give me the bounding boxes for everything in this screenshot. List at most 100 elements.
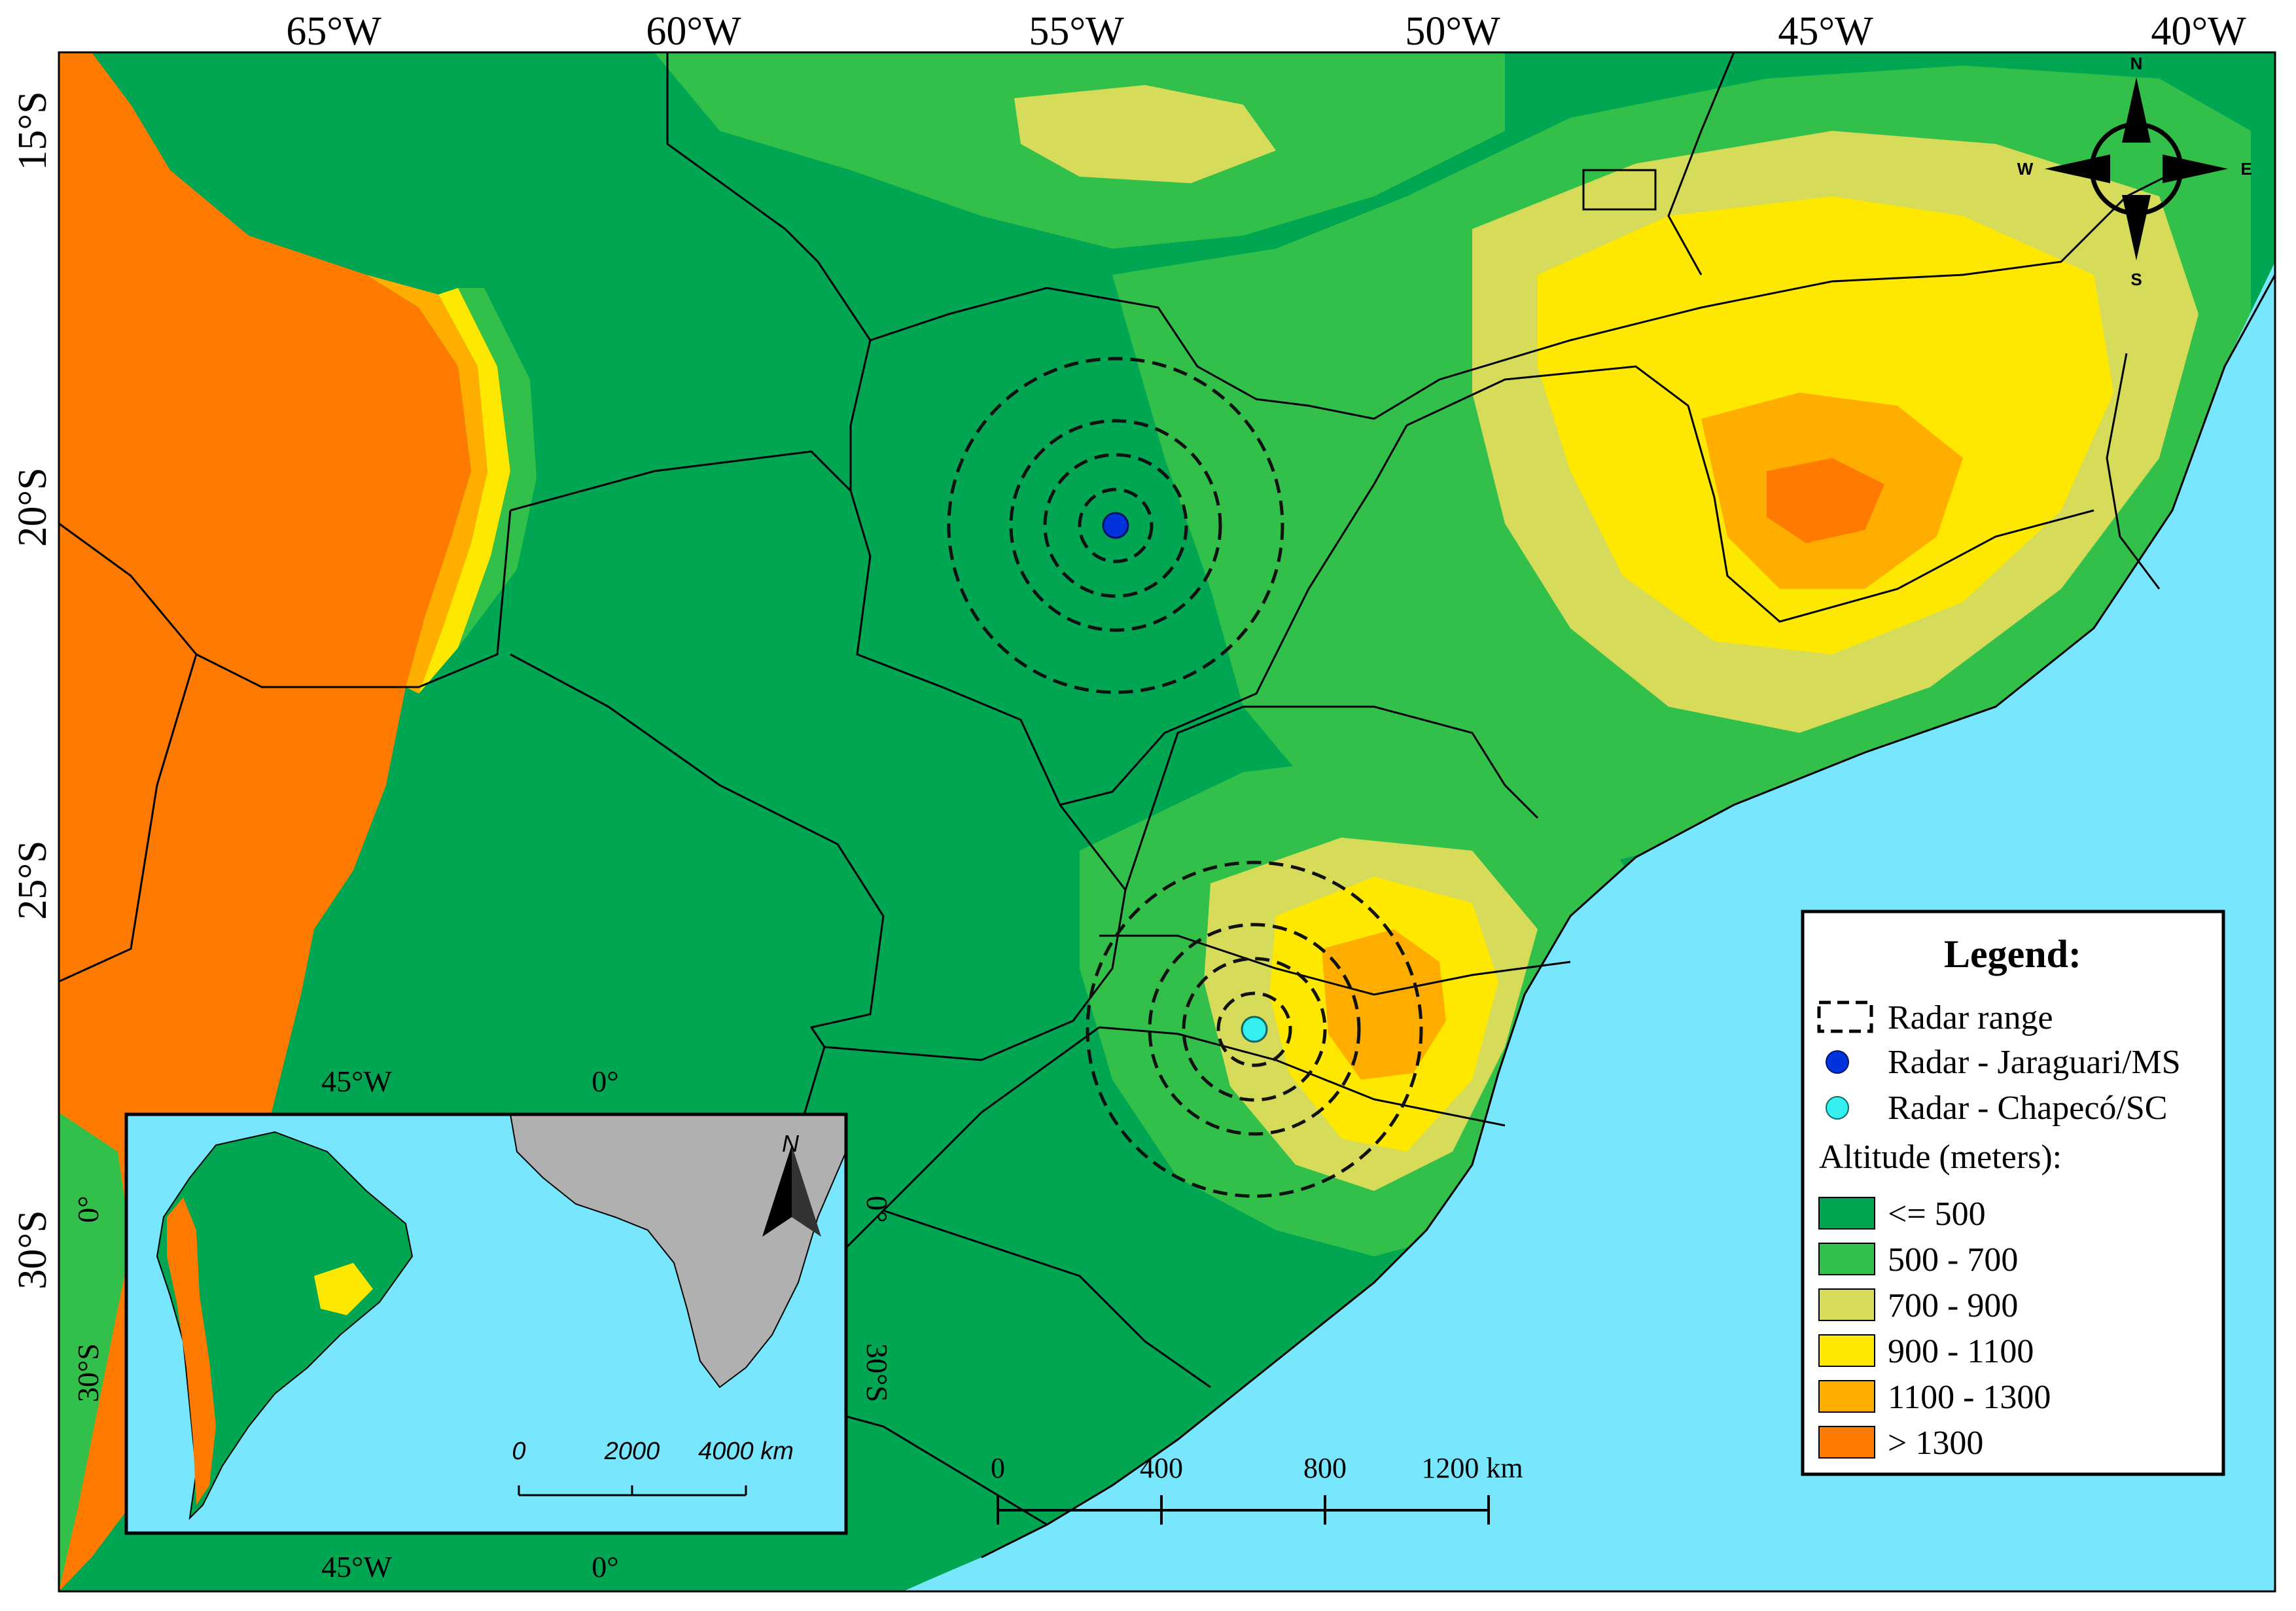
compass-n: N [2130,54,2143,73]
scale-label: 400 [1140,1452,1183,1484]
border-goias [1373,162,2193,420]
compass-arrow-north [2122,77,2151,143]
brazil-peak [1767,458,1884,543]
coastline [981,274,2276,1559]
inset-lon-label: 0° [592,1065,618,1098]
legend-swatch-1100-1300 [1818,1380,1875,1413]
scale-label: 800 [1303,1452,1347,1484]
inset-lon-label: 45°W [321,1550,392,1584]
range-ring [1148,923,1361,1136]
compass-e: E [2240,159,2252,179]
lon-label: 55°W [1029,9,1124,54]
lat-label: 15°S [10,91,55,170]
legend-radar-1-symbol [1826,1050,1849,1074]
north-arrow-right [792,1145,821,1237]
inset-graticule: 45°W 0° 45°W 0° 0° 30°S 0° 30°S [71,1065,894,1584]
range-ring [1086,860,1423,1198]
borders [58,52,2276,1559]
inset-lon-label: 0° [592,1550,618,1584]
map-frame [58,51,2276,1593]
legend-radar-1-label: Radar - Jaraguari/MS [1888,1044,2181,1081]
compass-arrow-east [2163,154,2228,183]
lon-label: 40°W [2151,9,2246,54]
inset-andes [167,1197,216,1505]
range-ring [1216,991,1292,1067]
north-highland-900 [1014,85,1276,183]
legend-radar-range-label: Radar range [1888,999,2053,1036]
scale-label: 0 [991,1452,1005,1484]
border-sc-rs [1099,934,1571,996]
lon-label: 50°W [1405,9,1500,54]
inset-lat-label: 0° [71,1195,105,1222]
inset-lat-label: 30°S [860,1343,894,1402]
radar-range-jaraguari [947,357,1284,694]
inset-scale-label: 4000 km [698,1438,794,1465]
legend-radar-range-symbol [1817,1000,1873,1033]
legend-class-label: <= 500 [1888,1195,1986,1233]
lon-label: 45°W [1778,9,1873,54]
legend-swatch-le500 [1818,1197,1875,1230]
lon-label: 65°W [286,9,381,54]
radar-chapeco-marker[interactable] [1241,1016,1268,1043]
lat-label: 25°S [10,840,55,919]
border-parana [1124,705,1539,891]
legend-swatch-700-900 [1818,1288,1875,1321]
north-arrow-left [762,1145,792,1237]
radar-range-chapeco [1086,860,1423,1198]
border-mg-ba [1667,52,1735,275]
scale-label: 1200 km [1421,1452,1523,1484]
inset-lon-label: 45°W [321,1065,392,1098]
border-rj-es [2106,353,2161,590]
inset-map: N 0 2000 4000 km 45°W 0° 45°W 0° 0° 30°S… [71,1065,894,1584]
legend-swatch-500-700 [1818,1243,1875,1275]
legend-swatch-gt1300 [1818,1426,1875,1459]
range-ring [1043,453,1188,598]
inset-scale-label: 2000 [604,1438,660,1465]
legend-class-label: 1100 - 1300 [1888,1379,2051,1416]
andes-fringe-900 [419,288,510,694]
compass-arrow-south [2122,195,2151,260]
inset-north-arrow: N [762,1130,821,1237]
west-bottom-strip [59,1112,131,1591]
inset-africa [509,1114,847,1389]
radar-jaraguari-marker[interactable] [1102,512,1129,539]
south-highland-1300 [1322,929,1446,1080]
border-ms [849,340,1408,806]
andes-fringe-500 [458,288,537,648]
border-rs [1099,1026,1506,1127]
legend-class-label: 900 - 1100 [1888,1333,2034,1370]
border-paraguay [510,450,852,512]
legend-class-label: > 1300 [1888,1425,1983,1462]
border-sp-mg [1406,365,2094,623]
border-west-bolivia [58,522,393,983]
legend-title: Legend: [1944,932,2081,976]
compass-rose: N S E W [2017,54,2252,289]
range-ring [947,357,1284,694]
compass-arrow-west [2045,154,2110,183]
range-ring [1078,487,1154,563]
inset-scale-label: 0 [512,1438,525,1465]
legend-class-label: 500 - 700 [1888,1241,2018,1279]
range-ring [1009,419,1222,632]
inset-scale-bar: 0 2000 4000 km [512,1438,794,1496]
range-ring [1182,957,1327,1102]
inset-frame [124,1112,848,1535]
compass-s: S [2130,270,2142,289]
border-df [1582,169,1657,211]
inset-lat-label: 30°S [71,1343,105,1402]
compass-w: W [2017,159,2034,179]
legend-swatch-900-1100 [1818,1334,1875,1367]
inset-lat-label: 0° [860,1195,894,1222]
legend-radar-2-label: Radar - Chapecó/SC [1888,1089,2167,1127]
inset-north-label: N [782,1130,800,1157]
lon-label: 60°W [646,9,741,54]
graticule-labels: 65°W 60°W 55°W 50°W 45°W 40°W 15°S 20°S … [10,9,2246,1290]
inset-highlands [314,1263,373,1315]
legend-radar-2-symbol [1826,1096,1849,1120]
legend-altitude-title: Altitude (meters): [1819,1139,2062,1176]
border-paraguay-south [393,510,1127,1061]
border-bolivia-brazil [666,52,1375,420]
legend: Legend: Radar range Radar - Jaraguari/MS… [1801,910,2225,1476]
border-uruguay [883,1209,1211,1389]
